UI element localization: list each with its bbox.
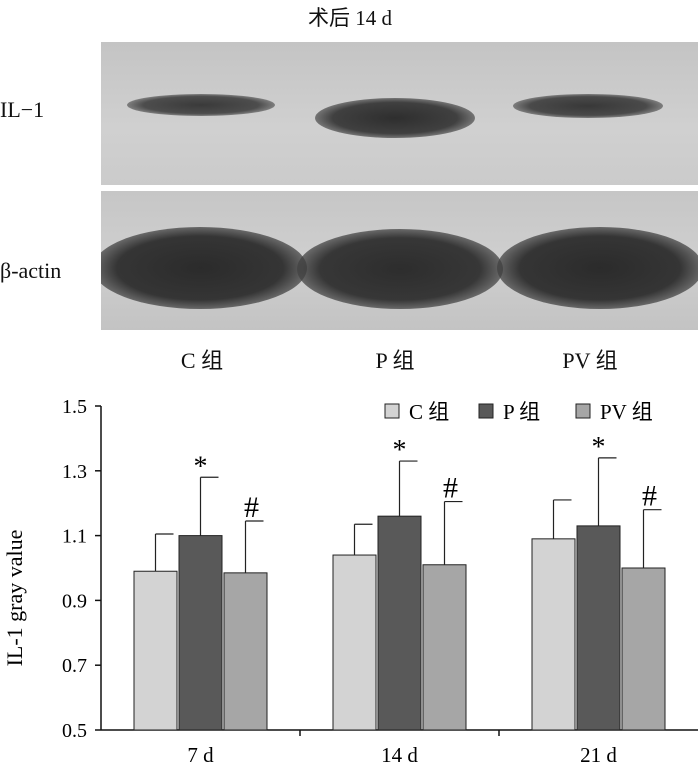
blot-il1-panel [101,42,698,185]
y-tick-label: 1.1 [62,526,87,548]
blot-beta-actin-panel [101,191,698,330]
blot-group-label-pv: PV 组 [562,348,618,373]
legend-label: PV 组 [600,400,653,424]
bar [377,515,422,731]
significance-marker: # [443,472,458,505]
significance-marker: # [642,480,657,513]
bar [332,554,377,731]
bar [133,570,178,731]
band-actin-c [101,227,307,309]
y-tick-label: 0.5 [62,720,87,742]
band-actin-p [297,229,503,309]
significance-marker: * [592,432,606,463]
y-tick-label: 1.5 [62,396,87,418]
x-tick-label: 21 d [580,743,617,767]
legend-swatch [575,403,591,419]
significance-marker: # [244,491,259,524]
significance-marker: * [194,451,208,482]
legend-swatch [478,403,494,419]
band-il1-p [315,98,475,138]
bar [422,564,467,731]
blot-group-label-c: C 组 [180,348,224,373]
y-axis-label: IL-1 gray value [2,530,27,667]
significance-marker: * [393,435,407,466]
row-label-il1: IL−1 [0,97,45,122]
band-il1-pv [513,94,663,118]
blot-title: 术后 14 d [308,6,392,30]
y-tick-label: 0.7 [62,655,87,677]
bar-chart: 0.5 0.7 0.9 1.1 1.3 1.5 7 d * #14 d * #21 d * # C 组 P … [2,396,698,767]
blot-group-label-p: P 组 [375,348,415,373]
band-actin-pv [497,227,698,309]
y-tick-label: 1.3 [62,461,87,483]
bar [178,535,223,731]
bar [531,538,576,731]
x-tick-label: 7 d [187,743,214,767]
band-il1-c [127,94,275,116]
bar [576,525,621,731]
bar [223,572,268,731]
bar [621,567,666,731]
plot-area: 0.5 0.7 0.9 1.1 1.3 1.5 7 d * #14 d * #21 d * # C 组 P … [62,396,698,767]
y-tick-label: 0.9 [62,590,87,612]
legend-swatch [384,403,400,419]
x-tick-label: 14 d [381,743,418,767]
row-label-beta-actin: β-actin [0,258,62,283]
legend-label: C 组 [409,400,449,424]
legend-label: P 组 [503,400,540,424]
